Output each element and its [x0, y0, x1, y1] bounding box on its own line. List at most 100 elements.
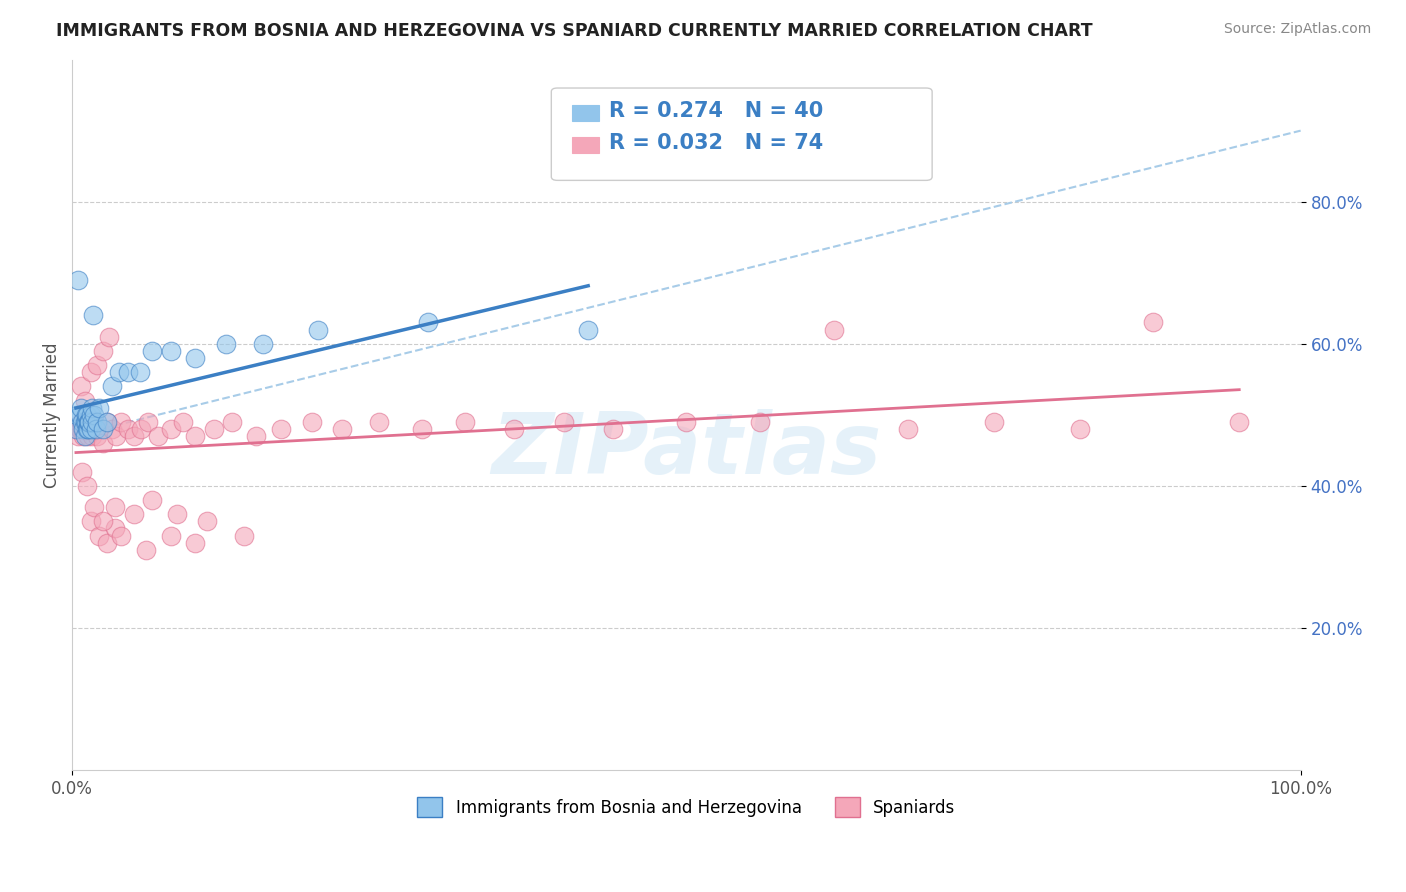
Point	[82, 422, 104, 436]
Point	[129, 422, 152, 436]
Point	[67, 273, 90, 287]
Point	[76, 479, 98, 493]
Point	[172, 415, 194, 429]
Bar	[572, 137, 599, 153]
Point	[89, 401, 111, 415]
FancyBboxPatch shape	[551, 88, 932, 180]
Point	[73, 393, 96, 408]
Point	[122, 429, 145, 443]
Point	[215, 336, 238, 351]
Point	[70, 465, 93, 479]
Text: ZIPatlas: ZIPatlas	[491, 409, 882, 491]
Point	[675, 415, 697, 429]
Point	[195, 514, 218, 528]
Point	[270, 422, 292, 436]
Point	[76, 408, 98, 422]
Point	[454, 415, 477, 429]
Point	[76, 422, 98, 436]
Point	[69, 379, 91, 393]
Point	[1227, 415, 1250, 429]
Point	[104, 521, 127, 535]
Point	[100, 379, 122, 393]
Point	[86, 358, 108, 372]
Point	[252, 336, 274, 351]
Bar	[572, 105, 599, 120]
Point	[70, 422, 93, 436]
Point	[159, 528, 181, 542]
Point	[79, 422, 101, 436]
Point	[69, 422, 91, 436]
Point	[307, 322, 329, 336]
Point	[91, 422, 114, 436]
Point	[159, 343, 181, 358]
Point	[80, 415, 103, 429]
Point	[83, 408, 105, 422]
Point	[184, 429, 207, 443]
Point	[91, 514, 114, 528]
Point	[77, 422, 100, 436]
Point	[96, 535, 118, 549]
Point	[96, 415, 118, 429]
Point	[148, 429, 170, 443]
Point	[75, 415, 97, 429]
Point	[202, 422, 225, 436]
Point	[83, 415, 105, 429]
Text: R = 0.032   N = 74: R = 0.032 N = 74	[609, 134, 824, 153]
Point	[83, 500, 105, 515]
Point	[553, 415, 575, 429]
Point	[332, 422, 354, 436]
Point	[418, 315, 440, 329]
Point	[135, 542, 157, 557]
Point	[79, 415, 101, 429]
Point	[76, 422, 98, 436]
Point	[896, 422, 918, 436]
Point	[73, 415, 96, 429]
Point	[75, 408, 97, 422]
Point	[110, 528, 132, 542]
Point	[86, 415, 108, 429]
Point	[184, 351, 207, 365]
Text: IMMIGRANTS FROM BOSNIA AND HERZEGOVINA VS SPANIARD CURRENTLY MARRIED CORRELATION: IMMIGRANTS FROM BOSNIA AND HERZEGOVINA V…	[56, 22, 1092, 40]
Point	[80, 429, 103, 443]
Text: R = 0.274   N = 40: R = 0.274 N = 40	[609, 102, 824, 121]
Point	[301, 415, 323, 429]
Point	[233, 528, 256, 542]
Point	[503, 422, 526, 436]
Point	[749, 415, 772, 429]
Point	[84, 422, 107, 436]
Point	[70, 415, 93, 429]
Point	[67, 429, 90, 443]
Point	[108, 365, 131, 379]
Point	[77, 415, 100, 429]
Point	[69, 415, 91, 429]
Point	[80, 401, 103, 415]
Point	[122, 508, 145, 522]
Point	[69, 408, 91, 422]
Point	[72, 429, 94, 443]
Point	[221, 415, 243, 429]
Point	[91, 343, 114, 358]
Point	[72, 422, 94, 436]
Point	[245, 429, 267, 443]
Point	[66, 408, 89, 422]
Y-axis label: Currently Married: Currently Married	[44, 342, 60, 488]
Point	[138, 415, 160, 429]
Point	[79, 408, 101, 422]
Point	[79, 365, 101, 379]
Point	[141, 343, 163, 358]
Point	[91, 436, 114, 450]
Point	[86, 429, 108, 443]
Point	[98, 329, 121, 343]
Point	[141, 493, 163, 508]
Point	[65, 422, 87, 436]
Point	[159, 422, 181, 436]
Point	[105, 429, 128, 443]
Point	[576, 322, 599, 336]
Point	[117, 422, 139, 436]
Point	[96, 415, 118, 429]
Point	[104, 500, 127, 515]
Point	[128, 365, 150, 379]
Point	[79, 415, 101, 429]
Point	[602, 422, 624, 436]
Point	[89, 528, 111, 542]
